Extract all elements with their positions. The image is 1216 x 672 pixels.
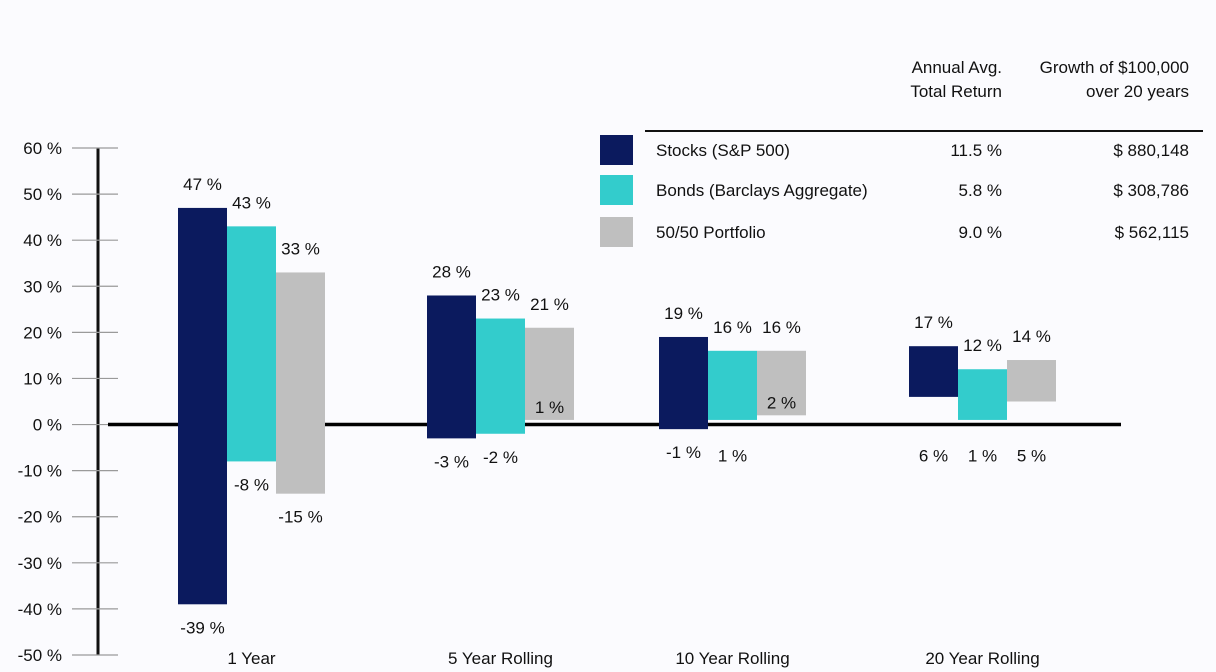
bar	[757, 350, 806, 416]
data-label-high: 33 %	[281, 239, 320, 258]
bar	[476, 318, 525, 434]
y-tick-label: 20 %	[23, 323, 62, 342]
y-tick-label: -30 %	[18, 554, 62, 573]
legend-growth-value: $ 562,115	[1115, 223, 1189, 242]
bar	[708, 350, 757, 420]
data-label-high: 12 %	[963, 336, 1002, 355]
legend-swatch	[600, 135, 633, 165]
legend-header-growth-line1: Growth of $100,000	[1040, 58, 1189, 77]
data-label-low: -3 %	[434, 452, 469, 471]
x-category-label: 20 Year Rolling	[925, 649, 1039, 668]
data-label-high: 16 %	[713, 318, 752, 337]
bar	[1007, 360, 1056, 402]
legend-growth-value: $ 880,148	[1113, 141, 1189, 160]
y-tick-label: 30 %	[23, 277, 62, 296]
legend-series-name: Stocks (S&P 500)	[656, 141, 790, 160]
legend-header-growth-line2: over 20 years	[1086, 82, 1189, 101]
legend-swatch	[600, 217, 633, 247]
legend-series-name: Bonds (Barclays Aggregate)	[656, 181, 868, 200]
data-labels: 47 % -39 % 28 % -3 % 19 % -1 % 17 % 6 % 43 % -8 %…	[180, 175, 1051, 637]
data-label-low: 1 %	[535, 398, 564, 417]
y-tick-label: 10 %	[23, 369, 62, 388]
bar	[958, 369, 1007, 420]
bar	[427, 295, 476, 439]
data-label-high: 19 %	[664, 304, 703, 323]
data-label-low: -1 %	[666, 443, 701, 462]
legend-table: Annual Avg. Total Return Growth of $100,…	[600, 58, 1203, 247]
data-label-high: 28 %	[432, 262, 471, 281]
y-tick-label: 60 %	[23, 139, 62, 158]
legend-series-name: 50/50 Portfolio	[656, 223, 766, 242]
data-label-low: -2 %	[483, 448, 518, 467]
y-tick-label: -40 %	[18, 600, 62, 619]
bar	[525, 327, 574, 420]
y-tick-label: 40 %	[23, 231, 62, 250]
data-label-high: 14 %	[1012, 327, 1051, 346]
data-label-low: -15 %	[278, 508, 322, 527]
data-label-low: 1 %	[968, 447, 997, 466]
legend-growth-value: $ 308,786	[1113, 181, 1189, 200]
x-category-label: 10 Year Rolling	[675, 649, 789, 668]
y-tick-label: -50 %	[18, 646, 62, 665]
data-label-high: 21 %	[530, 295, 569, 314]
bar	[178, 207, 227, 605]
bar	[227, 226, 276, 462]
data-label-low: -39 %	[180, 618, 224, 637]
legend-annual-return: 9.0 %	[959, 223, 1002, 242]
legend-annual-return: 5.8 %	[959, 181, 1002, 200]
legend-annual-return: 11.5 %	[950, 141, 1002, 160]
data-label-high: 23 %	[481, 286, 520, 305]
data-label-high: 16 %	[762, 318, 801, 337]
x-category-label: 5 Year Rolling	[448, 649, 553, 668]
data-label-low: -8 %	[234, 475, 269, 494]
data-label-high: 43 %	[232, 193, 271, 212]
data-label-high: 17 %	[914, 313, 953, 332]
bars	[178, 207, 1056, 605]
legend-header-return-line2: Total Return	[910, 82, 1002, 101]
y-tick-label: 50 %	[23, 185, 62, 204]
data-label-low: 5 %	[1017, 447, 1046, 466]
bar	[276, 272, 325, 494]
data-label-high: 47 %	[183, 175, 222, 194]
y-tick-label: -20 %	[18, 508, 62, 527]
x-axis-labels: 1 Year 5 Year Rolling 10 Year Rolling 20 Ye…	[227, 649, 1039, 668]
legend-swatch	[600, 175, 633, 205]
y-axis: 60 % 50 % 40 % 30 % 20 % 10 % 0 % -10 % -20 % -30…	[18, 139, 1121, 665]
data-label-low: 6 %	[919, 447, 948, 466]
y-tick-label: -10 %	[18, 462, 62, 481]
bar	[909, 346, 958, 397]
bar	[659, 336, 708, 430]
y-tick-label: 0 %	[33, 416, 62, 435]
data-label-low: 1 %	[718, 447, 747, 466]
x-category-label: 1 Year	[227, 649, 276, 668]
data-label-low: 2 %	[767, 393, 796, 412]
legend-header-return-line1: Annual Avg.	[912, 58, 1002, 77]
